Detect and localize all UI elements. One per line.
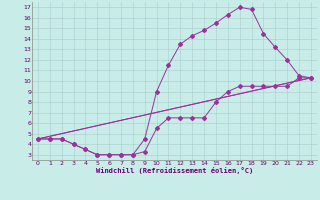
- X-axis label: Windchill (Refroidissement éolien,°C): Windchill (Refroidissement éolien,°C): [96, 167, 253, 174]
